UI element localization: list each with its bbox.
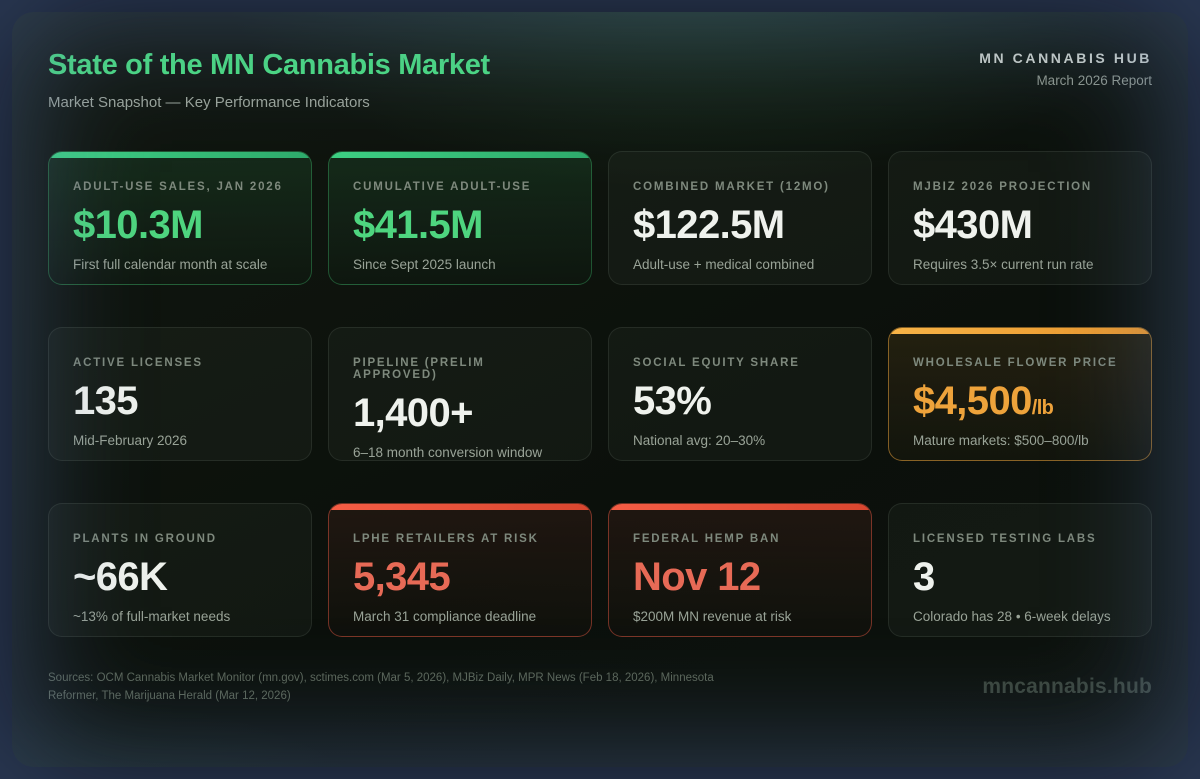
brand-name: MN CANNABIS HUB <box>979 50 1152 66</box>
card-accent-bar <box>889 327 1151 334</box>
kpi-value-main: $430M <box>913 202 1033 247</box>
kpi-card-mjbiz-projection: MJBIZ 2026 PROJECTION $430M Requires 3.5… <box>888 150 1152 285</box>
kpi-note: Mature markets: $500–800/lb <box>913 432 1089 448</box>
kpi-note: Since Sept 2025 launch <box>353 256 496 272</box>
kpi-note: $200M MN revenue at risk <box>633 608 792 624</box>
kpi-card-plants-in-ground: PLANTS IN GROUND ~66K ~13% of full-marke… <box>48 502 312 637</box>
kpi-label: PIPELINE (PRELIM APPROVED) <box>353 356 485 381</box>
kpi-value-main: 5,345 <box>353 554 451 599</box>
kpi-value-main: 1,400+ <box>353 390 473 435</box>
kpi-card-testing-labs: LICENSED TESTING LABS 3 Colorado has 28 … <box>888 502 1152 637</box>
kpi-value: 5,345 <box>353 557 567 597</box>
card-accent-bar <box>609 503 871 510</box>
kpi-value: ~66K <box>73 557 287 597</box>
kpi-card-cumulative-adult-use: CUMULATIVE ADULT-USE $41.5M Since Sept 2… <box>328 150 592 285</box>
kpi-card-wholesale-price: WHOLESALE FLOWER PRICE $4,500/lb Mature … <box>888 326 1152 461</box>
kpi-note: Colorado has 28 • 6-week delays <box>913 608 1111 624</box>
kpi-value: 53% <box>633 381 847 421</box>
kpi-value-main: 53% <box>633 378 712 423</box>
dashboard-panel: State of the MN Cannabis Market Market S… <box>12 12 1188 767</box>
kpi-value-main: 3 <box>913 554 935 599</box>
kpi-card-combined-market: COMBINED MARKET (12MO) $122.5M Adult-use… <box>608 150 872 285</box>
kpi-label: ACTIVE LICENSES <box>73 356 203 369</box>
card-accent-bar <box>329 503 591 510</box>
kpi-note: Mid-February 2026 <box>73 432 188 448</box>
kpi-label: PLANTS IN GROUND <box>73 532 217 545</box>
header-right: MN CANNABIS HUB March 2026 Report <box>979 50 1152 88</box>
watermark: mncannabis.hub <box>982 675 1152 699</box>
card-accent-bar <box>329 151 591 158</box>
kpi-value-main: 135 <box>73 378 139 423</box>
kpi-label: MJBIZ 2026 PROJECTION <box>913 180 1093 193</box>
kpi-note: ~13% of full-market needs <box>73 608 231 624</box>
kpi-value-main: $41.5M <box>353 202 483 247</box>
kpi-value-main: Nov 12 <box>633 554 761 599</box>
footer: Sources: OCM Cannabis Market Monitor (mn… <box>48 669 1152 706</box>
kpi-card-adult-use-sales: ADULT-USE SALES, JAN 2026 $10.3M First f… <box>48 150 312 285</box>
kpi-label: WHOLESALE FLOWER PRICE <box>913 356 1118 369</box>
kpi-value: $4,500/lb <box>913 381 1127 421</box>
kpi-value-main: $10.3M <box>73 202 203 247</box>
kpi-value: $430M <box>913 205 1127 245</box>
kpi-note: 6–18 month conversion window <box>353 444 543 460</box>
kpi-value: $122.5M <box>633 205 847 245</box>
kpi-note: First full calendar month at scale <box>73 256 268 272</box>
kpi-label: ADULT-USE SALES, JAN 2026 <box>73 180 283 193</box>
kpi-value-main: $4,500 <box>913 378 1032 423</box>
kpi-value: Nov 12 <box>633 557 847 597</box>
page-subtitle: Market Snapshot — Key Performance Indica… <box>48 93 370 111</box>
kpi-label: CUMULATIVE ADULT-USE <box>353 180 532 193</box>
header-left: State of the MN Cannabis Market Market S… <box>48 49 490 111</box>
kpi-card-lphe-retailers: LPHE RETAILERS AT RISK 5,345 March 31 co… <box>328 502 592 637</box>
sources-text: Sources: OCM Cannabis Market Monitor (mn… <box>48 671 714 703</box>
kpi-value: 135 <box>73 381 287 421</box>
kpi-value-suffix: /lb <box>1031 396 1054 419</box>
kpi-value: $10.3M <box>73 205 287 245</box>
kpi-value: 1,400+ <box>353 393 567 433</box>
kpi-note: National avg: 20–30% <box>633 432 766 448</box>
kpi-card-social-equity: SOCIAL EQUITY SHARE 53% National avg: 20… <box>608 326 872 461</box>
kpi-label: LICENSED TESTING LABS <box>913 532 1097 545</box>
kpi-grid: ADULT-USE SALES, JAN 2026 $10.3M First f… <box>48 150 1152 637</box>
kpi-value: 3 <box>913 557 1127 597</box>
kpi-card-pipeline: PIPELINE (PRELIM APPROVED) 1,400+ 6–18 m… <box>328 326 592 461</box>
kpi-value: $41.5M <box>353 205 567 245</box>
kpi-card-active-licenses: ACTIVE LICENSES 135 Mid-February 2026 <box>48 326 312 461</box>
kpi-note: Requires 3.5× current run rate <box>913 256 1094 272</box>
kpi-card-federal-hemp-ban: FEDERAL HEMP BAN Nov 12 $200M MN revenue… <box>608 502 872 637</box>
kpi-value-main: ~66K <box>73 554 168 599</box>
kpi-label: SOCIAL EQUITY SHARE <box>633 356 800 369</box>
header: State of the MN Cannabis Market Market S… <box>48 49 1152 111</box>
kpi-note: March 31 compliance deadline <box>353 608 537 624</box>
card-accent-bar <box>49 151 311 158</box>
page-title: State of the MN Cannabis Market <box>48 49 490 81</box>
kpi-value-main: $122.5M <box>633 202 785 247</box>
report-date: March 2026 Report <box>1036 73 1152 88</box>
kpi-note: Adult-use + medical combined <box>633 256 815 272</box>
kpi-label: COMBINED MARKET (12MO) <box>633 180 830 193</box>
kpi-label: LPHE RETAILERS AT RISK <box>353 532 539 545</box>
kpi-label: FEDERAL HEMP BAN <box>633 532 781 545</box>
